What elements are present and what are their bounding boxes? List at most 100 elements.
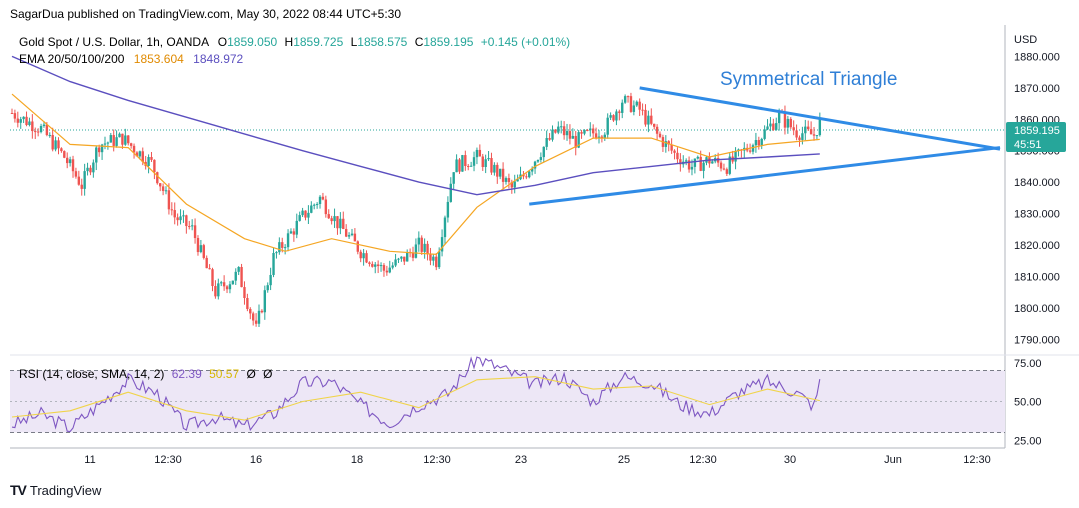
candle-body (281, 242, 284, 248)
candle-body (127, 135, 130, 144)
rsi-tick-label: 50.00 (1014, 397, 1042, 409)
time-tick-label: 12:30 (689, 454, 717, 466)
candle-body (498, 168, 502, 177)
candle-body (313, 204, 316, 206)
candle-body (208, 268, 211, 270)
candle-body (95, 147, 98, 163)
candle-body (202, 245, 205, 258)
candle-body (795, 130, 798, 138)
candle-body (150, 157, 153, 160)
candle-body (42, 124, 46, 127)
price-tick-label: 1790.000 (1014, 334, 1060, 346)
candle-body (783, 112, 787, 128)
candle-body (251, 313, 255, 321)
candle-body (353, 233, 357, 242)
rsi-value-4: Ø (263, 367, 272, 381)
candle-body (115, 137, 118, 146)
candle-body (481, 156, 484, 168)
candle-body (650, 115, 653, 124)
candle-body (231, 280, 235, 285)
candle-body (371, 263, 374, 267)
triangle-lower-line[interactable] (529, 146, 1001, 206)
ema-legend-label[interactable]: EMA 20/50/100/200 (19, 52, 125, 66)
footer-brand[interactable]: TradingView (29, 482, 102, 498)
candle-body (507, 178, 511, 183)
candle-body (391, 265, 394, 268)
candle-body (772, 123, 775, 130)
pattern-annotation[interactable]: Symmetrical Triangle (720, 69, 897, 90)
candle-body (333, 216, 336, 222)
candle-body (751, 145, 755, 152)
candle-body (356, 241, 359, 252)
candle-body (298, 215, 301, 221)
high-value: 1859.725 (293, 35, 343, 49)
candle-body (234, 271, 237, 281)
candle-body (568, 131, 572, 139)
candle-body (766, 126, 769, 130)
candle-body (164, 190, 168, 192)
candle-body (562, 126, 566, 136)
candle-body (632, 105, 636, 112)
candle-body (147, 157, 150, 166)
candle-body (190, 225, 194, 227)
candle-body (664, 141, 668, 147)
candle-body (818, 117, 822, 136)
candle-body (557, 126, 560, 133)
change-value: +0.145 (+0.01%) (481, 35, 570, 49)
candle-body (719, 162, 723, 169)
candle-body (185, 215, 188, 227)
candle-body (440, 237, 444, 252)
candle-body (51, 135, 54, 150)
candle-body (545, 138, 548, 147)
candle-body (423, 243, 426, 252)
ema-value-b: 1848.972 (193, 52, 243, 66)
ema-200-line (11, 55, 820, 196)
rsi-axis[interactable]: 75.00 50.00 25.00 (1014, 358, 1042, 448)
candle-body (170, 209, 174, 211)
candle-body (429, 254, 432, 261)
candle-body (554, 129, 557, 133)
candle-body (469, 165, 473, 167)
candle-body (551, 129, 554, 140)
candle-body (586, 129, 589, 131)
candle-body (397, 258, 400, 260)
ema-20-line (11, 93, 820, 256)
candle-body (266, 285, 269, 291)
symbol-title[interactable]: Gold Spot / U.S. Dollar, 1h, OANDA (19, 35, 209, 49)
candle-body (528, 171, 531, 178)
candle-body (603, 134, 606, 138)
candle-body (687, 160, 691, 170)
time-tick-label: 12:30 (963, 454, 991, 466)
candle-body (347, 235, 351, 237)
candle-body (475, 149, 479, 158)
candle-body (365, 253, 368, 263)
candle-body (609, 115, 612, 118)
candle-body (798, 137, 801, 140)
legend-row: Gold Spot / U.S. Dollar, 1h, OANDA O1859… (19, 35, 570, 49)
ema-value-a: 1853.604 (134, 52, 184, 66)
candle-body (763, 129, 766, 139)
triangle-upper-line[interactable] (639, 86, 1001, 151)
time-axis[interactable]: 11 12:30 16 18 12:30 23 25 12:30 30 Jun 12:30 (84, 454, 990, 466)
close-label: C (415, 35, 424, 49)
rsi-legend-label[interactable]: RSI (14, close, SMA, 14, 2) (19, 367, 164, 381)
price-tick-label: 1870.000 (1014, 83, 1060, 95)
time-tick-label: 11 (84, 454, 95, 466)
candle-body (100, 144, 104, 153)
candle-body (310, 205, 313, 213)
candle-body (275, 252, 278, 254)
candle-body (19, 119, 22, 123)
candle-body (411, 252, 415, 258)
candle-body (484, 159, 487, 168)
candle-body (629, 96, 633, 112)
candle-body (13, 113, 17, 119)
last-price-tag (1006, 122, 1066, 152)
candle-body (97, 147, 101, 153)
candle-body (748, 150, 752, 152)
candle-body (109, 135, 112, 143)
candle-body (25, 116, 28, 126)
candle-body (812, 134, 816, 136)
candle-body (458, 159, 461, 172)
candle-body (621, 102, 624, 113)
